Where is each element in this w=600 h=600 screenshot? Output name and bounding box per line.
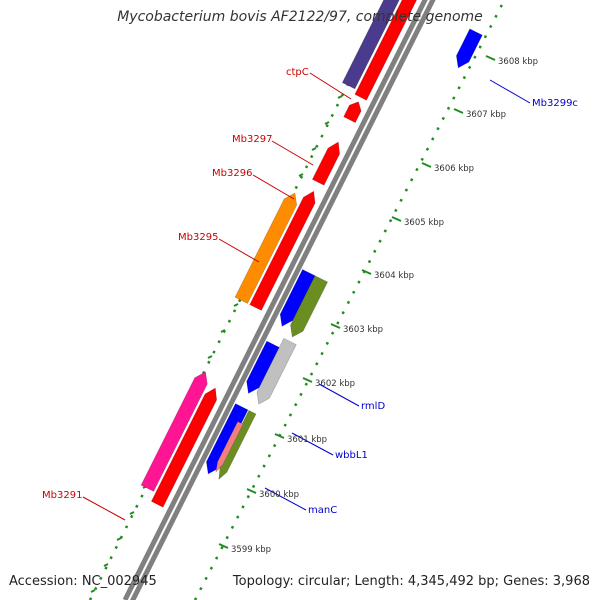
tick-label: 3608 kbp <box>498 57 538 67</box>
feature-mb3296[interactable] <box>311 141 340 186</box>
feature-mb3291[interactable] <box>140 371 208 492</box>
left-tick-mark <box>220 329 226 333</box>
tick-label: 3607 kbp <box>466 110 506 120</box>
tick-label: 3600 kbp <box>259 490 299 500</box>
feature-red-gene[interactable] <box>249 190 316 311</box>
left-tick-mark <box>337 95 343 99</box>
tick-label: 3604 kbp <box>374 271 414 281</box>
leader-line-mb3296 <box>252 174 295 200</box>
feature-ctpC[interactable] <box>341 0 413 90</box>
feature-mb3295[interactable] <box>234 192 298 304</box>
left-tick-mark <box>207 355 213 359</box>
feature-rmlD[interactable] <box>290 275 328 338</box>
leader-line-mb3295 <box>218 238 260 263</box>
feature-label-wbbL1[interactable]: wbbL1 <box>335 450 368 461</box>
left-tick-mark <box>116 537 122 541</box>
feature-label-mb3295[interactable]: Mb3295 <box>178 232 218 243</box>
tick-label: 3606 kbp <box>434 164 474 174</box>
tick-mark <box>330 323 341 329</box>
map-title: Mycobacterium bovis AF2122/97, complete … <box>117 9 483 25</box>
feature-label-mb3291[interactable]: Mb3291 <box>42 490 82 501</box>
feature-mb3299c[interactable] <box>456 28 483 69</box>
leader-line-ctpC <box>309 72 352 100</box>
topology-text: Topology: circular; Length: 4,345,492 bp… <box>232 574 590 589</box>
accession-text: Accession: NC_002945 <box>9 574 157 589</box>
tick-mark <box>218 543 229 549</box>
left-tick-mark <box>90 589 96 593</box>
leader-line-wbbL1 <box>291 432 334 456</box>
tick-mark <box>361 269 372 275</box>
tick-label: 3599 kbp <box>231 545 271 555</box>
tick-label: 3605 kbp <box>404 218 444 228</box>
feature-reverse-blue-gene[interactable] <box>279 269 316 327</box>
leader-line-mb3297 <box>271 140 314 166</box>
feature-label-manC[interactable]: manC <box>308 505 337 516</box>
tick-mark <box>485 55 496 61</box>
feature-label-mb3296[interactable]: Mb3296 <box>212 168 252 179</box>
left-tick-mark <box>103 563 109 567</box>
feature-mb3297[interactable] <box>354 0 423 101</box>
leader-line-mb3299c <box>489 79 531 104</box>
feature-red-gene[interactable] <box>150 387 217 508</box>
leader-line-mb3291 <box>82 496 126 521</box>
tick-mark <box>274 433 285 439</box>
leader-line-manC <box>264 487 307 511</box>
tick-mark <box>453 108 464 114</box>
feature-reverse-blue-gene[interactable] <box>206 403 249 475</box>
backbone-forward-strand <box>122 0 428 600</box>
left-tick-mark <box>298 173 304 177</box>
tick-mark <box>421 162 432 168</box>
tick-label: 3602 kbp <box>315 379 355 389</box>
feature-wbbL1[interactable] <box>256 337 297 405</box>
left-tick-mark <box>233 303 239 307</box>
leader-line-rmlD <box>318 383 360 407</box>
tick-label: 3601 kbp <box>287 435 327 445</box>
left-tick-mark <box>324 121 330 125</box>
feature-label-mb3297[interactable]: Mb3297 <box>232 134 272 145</box>
backbone-reverse-strand <box>130 0 436 600</box>
left-tick-mark <box>129 511 135 515</box>
tick-mark <box>391 216 402 222</box>
tick-label: 3603 kbp <box>343 325 383 335</box>
feature-reverse-blue-gene[interactable] <box>246 340 280 394</box>
tick-mark <box>246 488 257 494</box>
left-tick-mark <box>311 147 317 151</box>
feature-salmon-gene[interactable] <box>215 421 244 474</box>
feature-red-gene[interactable] <box>343 101 362 124</box>
right-tick-track <box>193 0 506 600</box>
feature-label-rmlD[interactable]: rmlD <box>361 401 385 412</box>
tick-mark <box>302 377 313 383</box>
feature-label-ctpC[interactable]: ctpC <box>286 67 309 78</box>
feature-label-mb3299c[interactable]: Mb3299c <box>532 98 578 109</box>
